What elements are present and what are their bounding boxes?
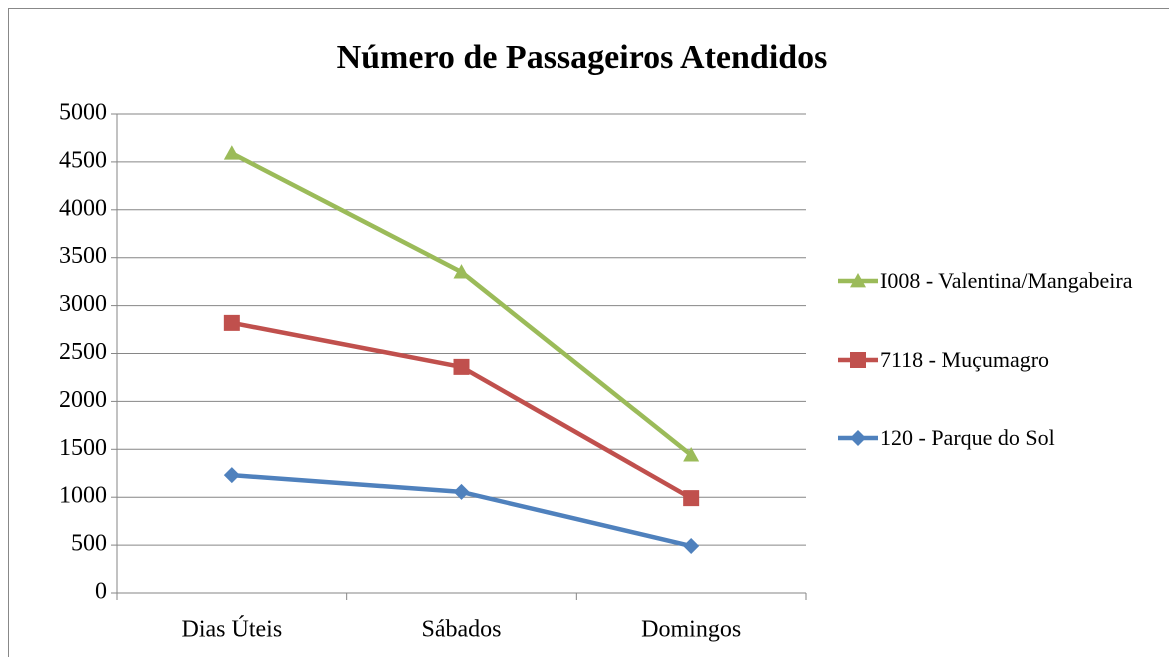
- data-point: [223, 467, 240, 484]
- data-point: [683, 538, 700, 555]
- y-tick-label: 3500: [59, 243, 107, 269]
- legend-marker: [850, 273, 866, 288]
- series-line: [231, 320, 693, 501]
- data-point: [453, 358, 470, 375]
- y-tick-label: 2000: [59, 387, 107, 413]
- data-point: [683, 447, 700, 462]
- data-point: [223, 314, 240, 331]
- x-tick-label: Dias Úteis: [182, 616, 283, 643]
- data-point: [453, 264, 470, 279]
- data-point: [223, 145, 240, 160]
- legend-marker: [850, 430, 866, 446]
- series-line: [230, 151, 693, 457]
- legend-marker: [850, 352, 866, 368]
- y-tick-label: 1000: [59, 483, 107, 509]
- y-tick-label: 0: [95, 579, 107, 605]
- x-tick-label: Sábados: [422, 617, 502, 643]
- data-point: [453, 483, 470, 500]
- legend-label: 120 - Parque do Sol: [880, 425, 1055, 450]
- legend-label: 7118 - Muçumagro: [880, 347, 1050, 372]
- y-tick-label: 5000: [59, 100, 107, 126]
- legend-label: I008 - Valentina/Mangabeira: [880, 268, 1133, 293]
- data-point: [683, 490, 700, 507]
- y-tick-label: 4500: [59, 147, 107, 173]
- y-tick-label: 1500: [59, 435, 107, 461]
- x-tick-label: Domingos: [641, 617, 741, 643]
- y-tick-label: 2500: [59, 339, 107, 365]
- y-tick-label: 3000: [59, 291, 107, 317]
- y-tick-label: 4000: [59, 195, 107, 221]
- chart-border: [8, 8, 1169, 657]
- chart-title: Número de Passageiros Atendidos: [337, 39, 828, 76]
- y-tick-label: 500: [71, 531, 107, 557]
